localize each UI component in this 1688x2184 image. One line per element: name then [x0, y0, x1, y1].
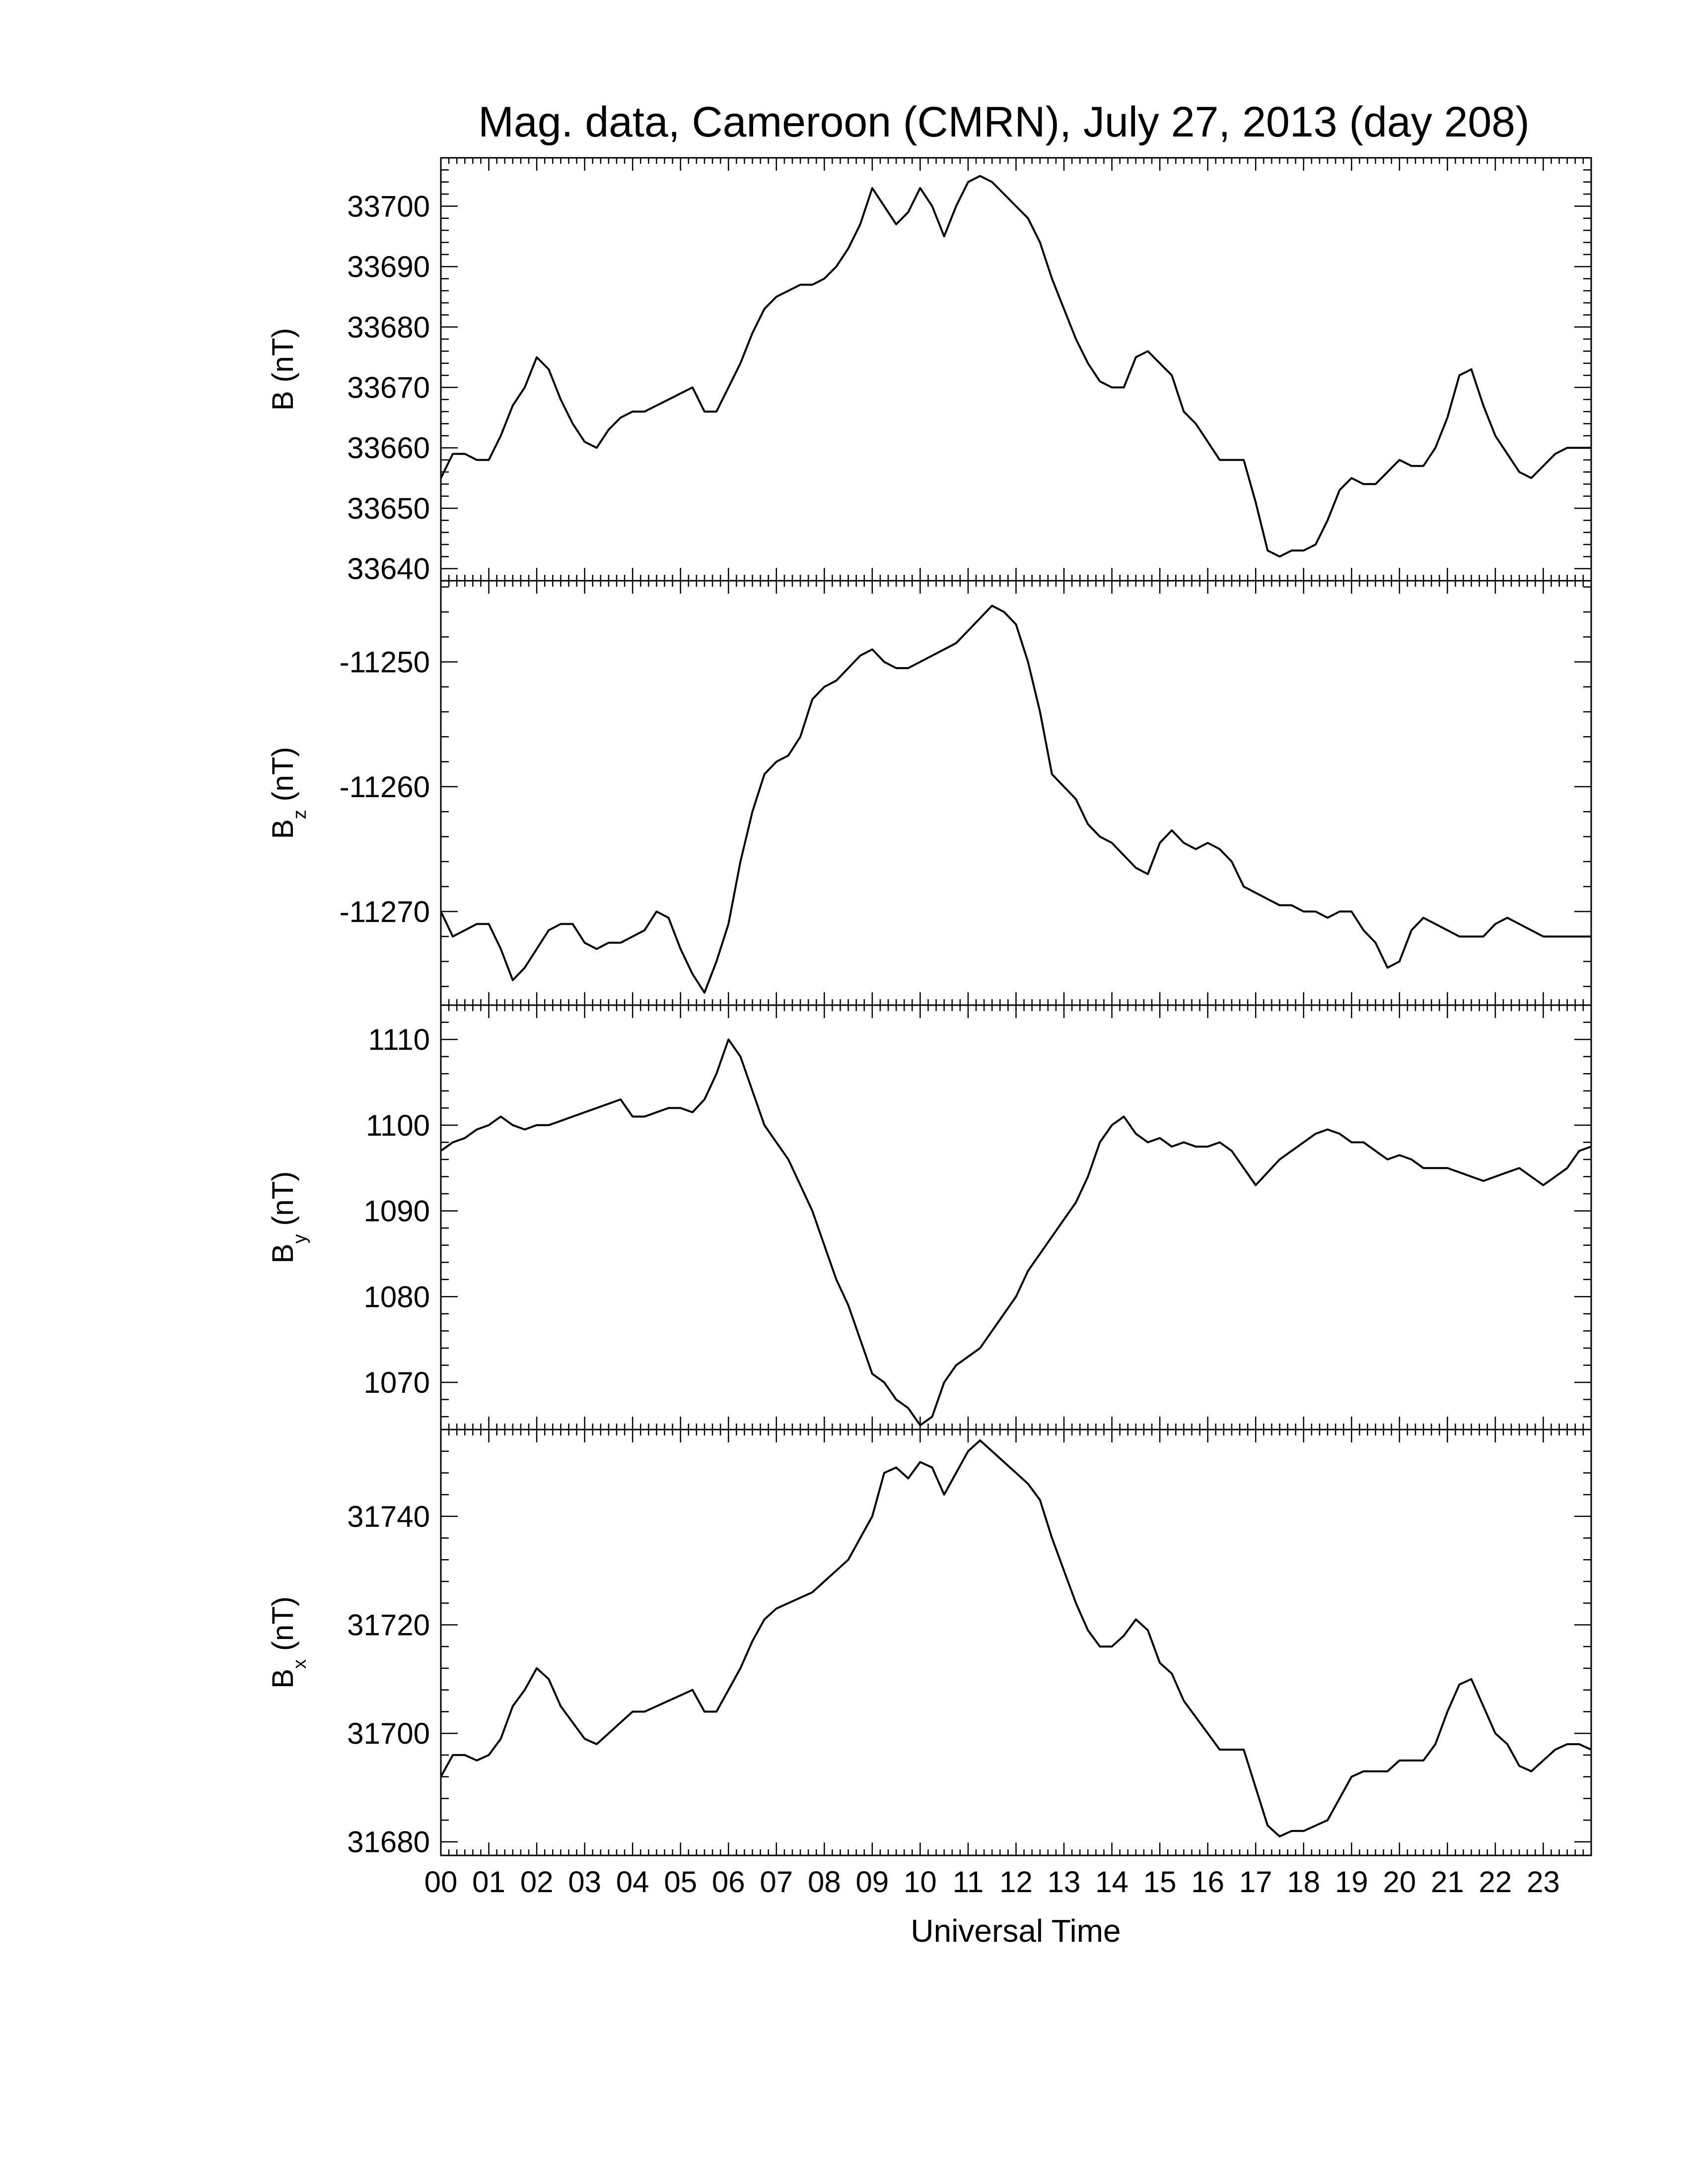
x-tick-label: 20 — [1383, 1865, 1416, 1899]
x-tick-label: 06 — [712, 1865, 745, 1899]
x-tick-label: 07 — [760, 1865, 793, 1899]
panel-By: 1070 1080 1090 1100 1110 By (nT) — [266, 1004, 1592, 1431]
plot-frame — [440, 1429, 1592, 1856]
series-line-By — [440, 1038, 1592, 1427]
y-tick-label: 33660 — [347, 431, 430, 465]
y-tick-label: 33700 — [347, 190, 430, 223]
y-tick-label: 33640 — [347, 552, 430, 586]
y-tick-label: 1080 — [364, 1280, 430, 1313]
panel-B: 33640 33650 33660 33670 33680 33690 33700 B (nT… — [266, 157, 1592, 586]
y-axis-label: B (nT) — [266, 328, 299, 411]
plot-frame — [440, 157, 1592, 582]
x-tick-label: 15 — [1143, 1865, 1177, 1899]
y-tick-label: 1110 — [368, 1023, 430, 1056]
x-tick-label: 09 — [856, 1865, 889, 1899]
y-tick-label: -11270 — [340, 895, 430, 928]
x-tick-label: 23 — [1527, 1865, 1560, 1899]
y-tick-label: 31680 — [347, 1826, 430, 1859]
y-tick-label: -11260 — [340, 770, 430, 804]
x-tick-label: 01 — [472, 1865, 505, 1899]
y-tick-label: 33690 — [347, 250, 430, 283]
x-tick-label: 04 — [616, 1865, 649, 1899]
y-axis-label-unit: (nT) — [266, 1596, 299, 1659]
y-axis-label-main: B — [266, 391, 299, 410]
y-tick-label: -11250 — [340, 645, 430, 679]
y-tick-label: 1100 — [366, 1109, 430, 1142]
x-tick-label: 18 — [1287, 1865, 1320, 1899]
x-tick-labels: 00 01 02 03 04 05 06 07 08 09 10 11 12 13 14 15 16 17 18 19… — [424, 1865, 1560, 1899]
y-axis-label-main: B — [266, 1243, 299, 1263]
y-axis-label-subscript: x — [289, 1659, 310, 1669]
y-axis-label-unit: (nT) — [266, 747, 299, 810]
y-axis-label: Bx (nT) — [266, 1596, 310, 1689]
panel-Bz: -11250 -11260 -11270 Bz (nT) — [266, 580, 1592, 1006]
x-axis-label: Universal Time — [911, 1913, 1121, 1949]
y-axis-label-main: B — [266, 819, 299, 839]
x-tick-label: 16 — [1191, 1865, 1224, 1899]
y-tick-label: 33670 — [347, 371, 430, 405]
panel-Bx: 31680 31700 31720 31740 Bx (nT) — [266, 1429, 1592, 1859]
series-line-Bx — [440, 1439, 1592, 1838]
y-axis-label-unit: (nT) — [266, 328, 299, 391]
y-axis-label-subscript: z — [289, 810, 310, 819]
x-tick-label: 14 — [1095, 1865, 1128, 1899]
y-axis-label: By (nT) — [266, 1171, 310, 1264]
y-tick-label: 1070 — [364, 1366, 430, 1399]
x-tick-label: 02 — [520, 1865, 554, 1899]
plot-frame — [440, 1004, 1592, 1431]
y-tick-label: 31700 — [347, 1717, 430, 1750]
x-tick-label: 22 — [1479, 1865, 1512, 1899]
x-tick-label: 17 — [1239, 1865, 1272, 1899]
panels: 33640 33650 33660 33670 33680 33690 33700 B (nT… — [266, 157, 1592, 1859]
chart-title: Mag. data, Cameroon (CMRN), July 27, 201… — [478, 98, 1530, 146]
y-tick-label: 1090 — [364, 1195, 430, 1228]
x-tick-label: 12 — [999, 1865, 1033, 1899]
series-line-B — [440, 175, 1591, 558]
y-axis-label: Bz (nT) — [266, 747, 310, 839]
y-tick-label: 33680 — [347, 311, 430, 344]
series-line-Bz — [440, 605, 1591, 994]
y-tick-label: 31740 — [347, 1500, 430, 1533]
x-tick-label: 19 — [1335, 1865, 1368, 1899]
y-tick-label: 33650 — [347, 492, 430, 525]
x-tick-label: 05 — [664, 1865, 697, 1899]
y-axis-label-main: B — [266, 1669, 299, 1689]
x-tick-label: 13 — [1048, 1865, 1081, 1899]
y-axis-label-subscript: y — [289, 1234, 310, 1243]
plot-frame — [440, 580, 1592, 1006]
x-tick-label: 03 — [568, 1865, 601, 1899]
y-axis-label-unit: (nT) — [266, 1171, 299, 1234]
x-tick-label: 11 — [953, 1865, 984, 1899]
x-tick-label: 21 — [1431, 1865, 1464, 1899]
x-tick-label: 10 — [904, 1865, 937, 1899]
x-tick-label: 00 — [424, 1865, 458, 1899]
x-tick-label: 08 — [808, 1865, 841, 1899]
y-tick-label: 31720 — [347, 1608, 430, 1641]
